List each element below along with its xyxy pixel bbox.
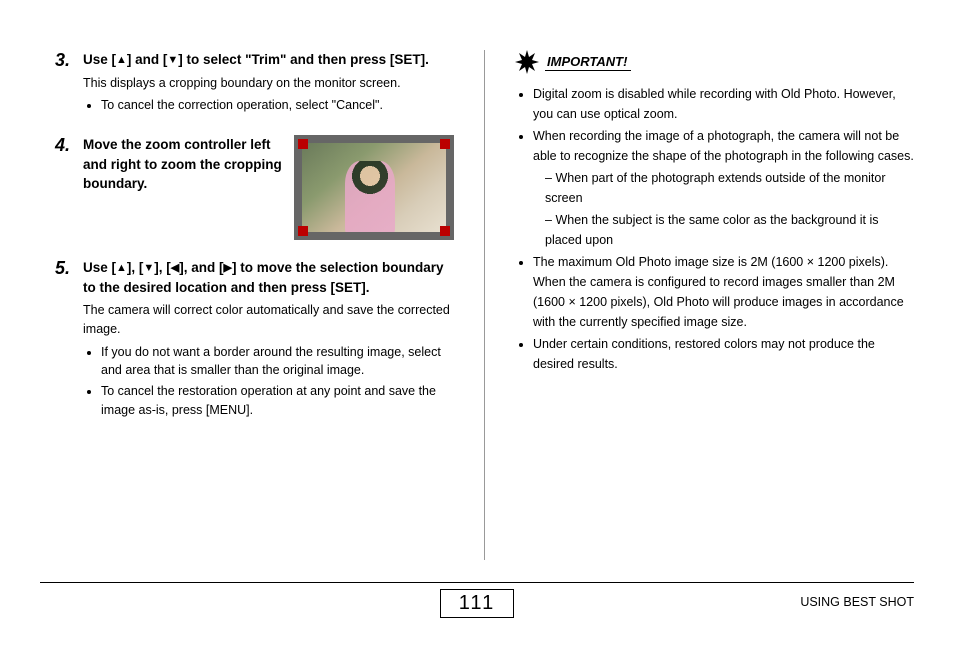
important-item: When recording the image of a photograph… — [533, 126, 914, 250]
important-item: Under certain conditions, restored color… — [533, 334, 914, 374]
crop-handle-icon — [440, 139, 450, 149]
page-footer: 111 USING BEST SHOT — [40, 582, 914, 618]
photo-crop-area — [302, 143, 446, 232]
starburst-icon — [515, 50, 539, 74]
step-description: The camera will correct color automatica… — [83, 301, 454, 339]
step-number: 4. — [55, 135, 83, 240]
right-arrow-icon: ▶ — [224, 262, 232, 274]
sub-item: When the subject is the same color as th… — [545, 210, 914, 250]
down-arrow-icon: ▼ — [143, 262, 154, 274]
page-content: 3. Use [▲] and [▼] to select "Trim" and … — [0, 0, 954, 560]
bullet-item: To cancel the restoration operation at a… — [101, 382, 454, 420]
important-header: IMPORTANT! — [515, 50, 914, 74]
right-column: IMPORTANT! Digital zoom is disabled whil… — [485, 50, 914, 560]
step-title: Move the zoom controller left and right … — [83, 135, 282, 194]
important-item: Digital zoom is disabled while recording… — [533, 84, 914, 124]
page-number: 111 — [440, 589, 514, 618]
step-title: Use [▲], [▼], [◀], and [▶] to move the s… — [83, 258, 454, 297]
left-arrow-icon: ◀ — [171, 262, 179, 274]
important-item: The maximum Old Photo image size is 2M (… — [533, 252, 914, 332]
step-5: 5. Use [▲], [▼], [◀], and [▶] to move th… — [55, 258, 454, 422]
up-arrow-icon: ▲ — [116, 262, 127, 274]
step-bullet-list: To cancel the correction operation, sele… — [83, 96, 454, 115]
left-column: 3. Use [▲] and [▼] to select "Trim" and … — [55, 50, 484, 560]
up-arrow-icon: ▲ — [116, 54, 127, 66]
step-bullet-list: If you do not want a border around the r… — [83, 343, 454, 420]
step-3: 3. Use [▲] and [▼] to select "Trim" and … — [55, 50, 454, 117]
section-title: USING BEST SHOT — [800, 595, 914, 609]
crop-handle-icon — [298, 139, 308, 149]
step-4: 4. Move the zoom controller left and rig… — [55, 135, 454, 240]
step-title: Use [▲] and [▼] to select "Trim" and the… — [83, 50, 454, 70]
down-arrow-icon: ▼ — [167, 54, 178, 66]
important-list: Digital zoom is disabled while recording… — [515, 84, 914, 374]
crop-handle-icon — [440, 226, 450, 236]
step-number: 3. — [55, 50, 83, 117]
example-photo — [294, 135, 454, 240]
important-label: IMPORTANT! — [545, 54, 631, 71]
bullet-item: If you do not want a border around the r… — [101, 343, 454, 381]
crop-handle-icon — [298, 226, 308, 236]
step-description: This displays a cropping boundary on the… — [83, 74, 454, 93]
sub-item: When part of the photograph extends outs… — [545, 168, 914, 208]
important-sublist: When part of the photograph extends outs… — [533, 168, 914, 250]
bullet-item: To cancel the correction operation, sele… — [101, 96, 454, 115]
step-number: 5. — [55, 258, 83, 422]
